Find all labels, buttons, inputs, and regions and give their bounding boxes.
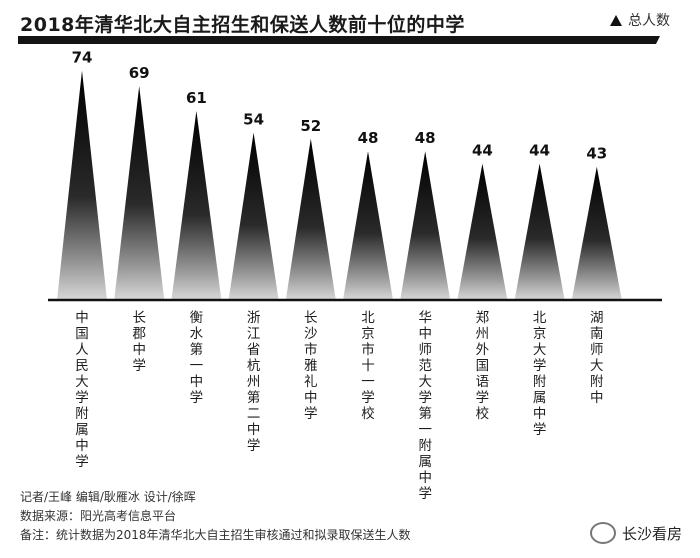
x-tick-label-8: 郑州外国语学校 — [475, 310, 490, 422]
data-label-1: 74 — [72, 49, 93, 67]
data-label-10: 43 — [586, 145, 607, 163]
x-tick-label-4: 浙江省杭州第二中学 — [246, 310, 261, 454]
data-label-6: 48 — [358, 129, 379, 147]
data-label-9: 44 — [529, 142, 550, 160]
bar-4 — [228, 132, 279, 300]
legend-triangle-icon — [610, 14, 622, 26]
watermark-text: 长沙看房 — [621, 524, 682, 543]
bar-5 — [285, 138, 336, 300]
chart-title: 2018年清华北大自主招生和保送人数前十位的中学 — [20, 14, 465, 36]
bar-7 — [400, 151, 451, 300]
footer-credits: 记者/王峰 编辑/耿雁冰 设计/徐晖 — [20, 490, 196, 504]
data-label-4: 54 — [243, 111, 264, 129]
chart-plot: 74 69 61 54 52 48 48 44 44 43 — [48, 49, 662, 302]
x-tick-label-10: 湖南师大附中 — [590, 310, 604, 406]
x-tick-label-1: 中国人民大学附属中学 — [75, 310, 89, 470]
legend: 总人数 — [610, 10, 670, 30]
x-tick-label-7: 华中师范大学第一附属中学 — [418, 310, 432, 502]
bar-9 — [514, 163, 565, 300]
data-label-2: 69 — [129, 64, 150, 82]
footer-note: 备注：统计数据为2018年清华北大自主招生审核通过和拟录取保送生人数 — [20, 528, 411, 542]
data-label-3: 61 — [186, 89, 207, 107]
wechat-icon — [589, 522, 616, 544]
x-tick-label-3: 衡水第一中学 — [189, 310, 204, 406]
x-tick-label-9: 北京大学附属中学 — [532, 310, 547, 438]
bar-3 — [171, 110, 222, 301]
header-bar — [18, 36, 660, 44]
x-tick-label-2: 长郡中学 — [132, 310, 146, 374]
watermark: 长沙看房 — [589, 522, 682, 544]
bar-10 — [571, 166, 622, 300]
x-tick-label-5: 长沙市雅礼中学 — [304, 310, 318, 422]
bar-8 — [457, 163, 508, 300]
bar-6 — [343, 151, 393, 300]
data-label-5: 52 — [300, 117, 321, 135]
footer-source: 数据来源：阳光高考信息平台 — [20, 509, 177, 523]
bar-1 — [57, 70, 107, 300]
legend-label: 总人数 — [628, 13, 670, 29]
data-label-8: 44 — [472, 142, 493, 160]
data-label-7: 48 — [415, 129, 436, 147]
footer: 记者/王峰 编辑/耿雁冰 设计/徐晖 数据来源：阳光高考信息平台 备注：统计数据… — [20, 488, 411, 545]
x-tick-label-6: 北京市十一学校 — [361, 310, 375, 422]
bar-2 — [114, 86, 165, 300]
